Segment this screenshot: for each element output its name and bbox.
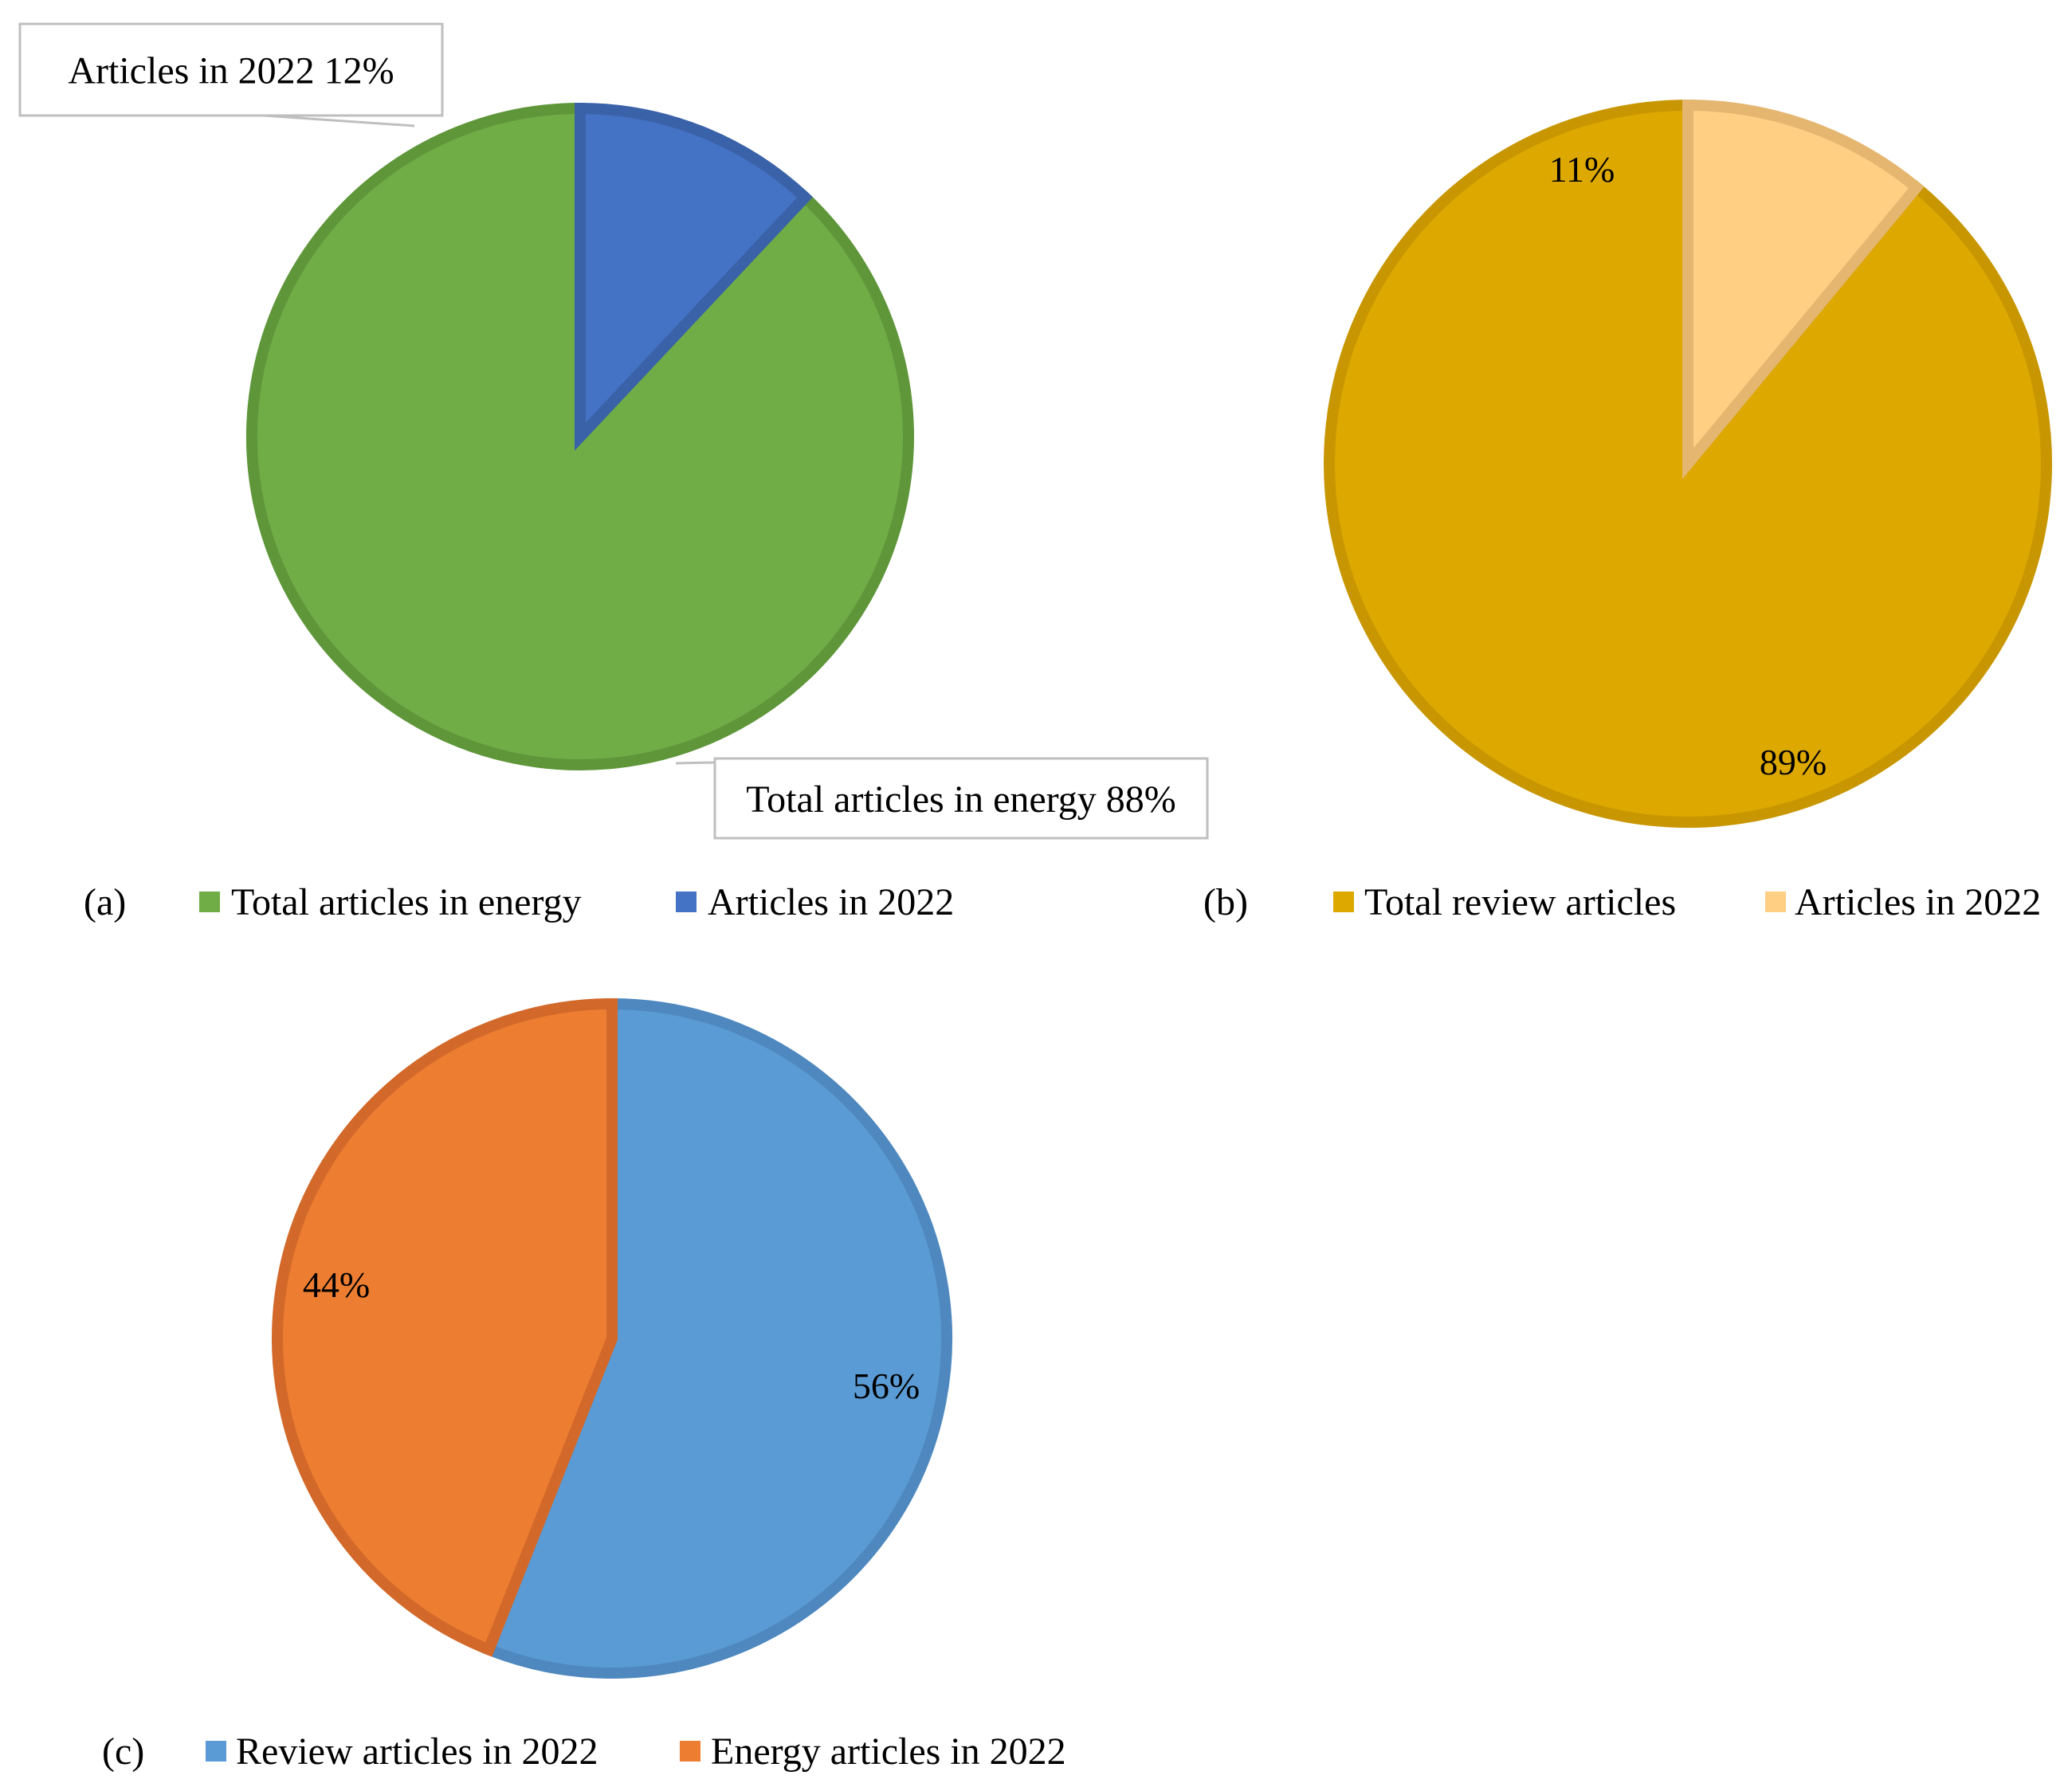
legend-swatch bbox=[1333, 892, 1354, 912]
legend-swatch bbox=[1765, 892, 1786, 912]
pie-slice-articles-in-2022 bbox=[1682, 99, 1925, 480]
data-label-review-articles-in-2022: 56% bbox=[853, 1366, 920, 1406]
legend-label-energy-articles-in-2022: Energy articles in 2022 bbox=[711, 1730, 1066, 1773]
legend-label-articles-in-2022: Articles in 2022 bbox=[1795, 881, 2041, 923]
legend-b: (b) Total review articles Articles in 2022 bbox=[1203, 881, 2041, 923]
data-label-articles-in-2022: 11% bbox=[1549, 149, 1615, 190]
callout-leader-line bbox=[262, 114, 415, 127]
data-label-articles-in-2022: Articles in 2022 12% bbox=[68, 50, 394, 92]
legend-swatch bbox=[199, 892, 220, 912]
data-label-total-review-articles: 89% bbox=[1760, 742, 1827, 782]
legend-swatch bbox=[206, 1741, 226, 1762]
legend-label-total-articles-in-energy: Total articles in energy bbox=[231, 881, 582, 923]
data-label-box bbox=[18, 22, 444, 117]
legend-swatch bbox=[676, 892, 697, 912]
pie-chart-a: Total articles in energy 88% Articles in … bbox=[18, 22, 1209, 923]
legend-c: (c) Review articles in 2022 Energy article… bbox=[102, 1730, 1066, 1773]
pie-chart-c: 56% 44% (c) Review articles in 2022 Energy a… bbox=[102, 997, 1066, 1773]
panel-label: (c) bbox=[102, 1730, 144, 1773]
legend-a: (a) Total articles in energy Articles in 2… bbox=[84, 881, 954, 923]
legend-label-total-review-articles: Total review articles bbox=[1364, 881, 1676, 923]
data-label-box bbox=[713, 757, 1209, 840]
pie-slice-energy-articles-in-2022 bbox=[272, 997, 618, 1657]
data-label-total-articles-in-energy: Total articles in energy 88% bbox=[746, 778, 1176, 821]
panel-label: (b) bbox=[1203, 881, 1248, 923]
legend-label-articles-in-2022: Articles in 2022 bbox=[708, 881, 954, 923]
pie-slice-review-articles-in-2022 bbox=[481, 997, 952, 1679]
legend-label-review-articles-in-2022: Review articles in 2022 bbox=[236, 1730, 598, 1773]
pie-slice-articles-in-2022 bbox=[575, 102, 813, 451]
legend-swatch bbox=[680, 1741, 700, 1762]
panel-label: (a) bbox=[84, 881, 126, 923]
pie-chart-b: 89% 11% (b) Total review articles Articles i… bbox=[1203, 99, 2052, 923]
data-label-energy-articles-in-2022: 44% bbox=[303, 1264, 370, 1305]
